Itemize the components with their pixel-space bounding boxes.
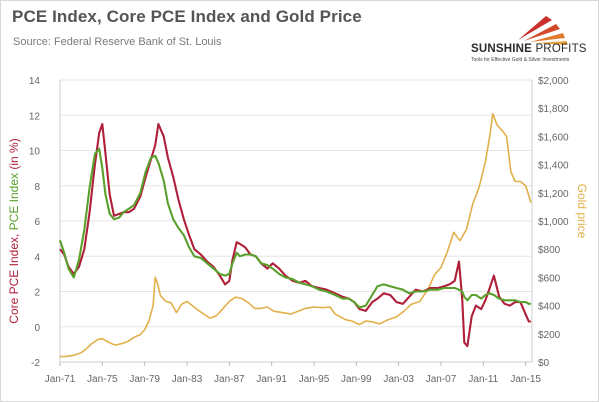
logo-word-bold: SUNSHINE: [471, 43, 533, 55]
x-tick-label: Jan-07: [426, 374, 457, 385]
right-tick-label: $0: [538, 358, 550, 369]
chart-subtitle: Source: Federal Reserve Bank of St. Loui…: [13, 36, 222, 48]
x-tick-label: Jan-15: [510, 374, 541, 385]
left-tick-label: 6: [34, 217, 40, 228]
right-tick-label: $1,800: [538, 104, 569, 115]
left-tick-label: 8: [34, 182, 40, 193]
x-tick-label: Jan-99: [341, 374, 372, 385]
left-axis-label-part: Core PCE Index: [7, 237, 21, 324]
left-tick-label: 12: [29, 111, 41, 122]
right-tick-label: $1,400: [538, 161, 569, 172]
x-tick-label: Jan-75: [87, 374, 118, 385]
gold-price-line: [59, 113, 532, 358]
pce-index-line: [59, 147, 531, 309]
x-tick-label: Jan-87: [214, 374, 245, 385]
left-axis-ticks: -2 0 2 4 6 8 10 12 14: [29, 76, 41, 369]
right-tick-label: $1,000: [538, 217, 569, 228]
left-axis-label-part: (in %): [7, 138, 21, 173]
left-axis-label-part: ,: [7, 230, 21, 237]
right-tick-label: $1,600: [538, 132, 569, 143]
right-axis-label: Gold price: [575, 184, 589, 239]
x-tick-label: Jan-95: [299, 374, 330, 385]
x-axis-ticks: Jan-71 Jan-75 Jan-79 Jan-83 Jan-87 Jan-91 Jan-…: [45, 362, 541, 385]
right-tick-label: $600: [538, 273, 561, 284]
right-tick-label: $1,200: [538, 189, 569, 200]
grid-lines: [59, 79, 533, 363]
core-pce-index-line: [59, 123, 531, 348]
logo-tagline: Tools for Effective Gold & Silver Invest…: [471, 57, 570, 63]
left-axis-label: Core PCE Index, PCE Index (in %): [7, 138, 21, 323]
sun-rays-icon: [518, 16, 567, 45]
brand-logo: SUNSHINE PROFITS Tools for Effective Gol…: [448, 10, 593, 70]
series-lines: [59, 113, 532, 358]
x-tick-label: Jan-83: [172, 374, 203, 385]
left-tick-label: 14: [29, 76, 41, 87]
x-tick-label: Jan-03: [383, 374, 414, 385]
left-tick-label: 4: [34, 252, 40, 263]
right-tick-label: $400: [538, 302, 561, 313]
right-axis-ticks: $0 $200 $400 $600 $800 $1,000 $1,200 $1,400 $1,6…: [538, 76, 569, 369]
right-tick-label: $200: [538, 330, 561, 341]
x-tick-label: Jan-79: [129, 374, 160, 385]
logo-word-light: PROFITS: [535, 43, 587, 55]
right-tick-label: $800: [538, 245, 561, 256]
left-tick-label: -2: [31, 358, 40, 369]
x-tick-label: Jan-91: [256, 374, 287, 385]
logo-wordmark: SUNSHINE PROFITS: [471, 43, 587, 55]
left-tick-label: 0: [34, 323, 40, 334]
right-tick-label: $2,000: [538, 76, 569, 87]
chart-title: PCE Index, Core PCE Index and Gold Price: [12, 7, 362, 26]
x-tick-label: Jan-71: [45, 374, 76, 385]
left-tick-label: 2: [34, 288, 40, 299]
left-axis-label-part: PCE Index: [7, 173, 21, 230]
left-tick-label: 10: [29, 147, 41, 158]
x-tick-label: Jan-11: [468, 374, 498, 385]
